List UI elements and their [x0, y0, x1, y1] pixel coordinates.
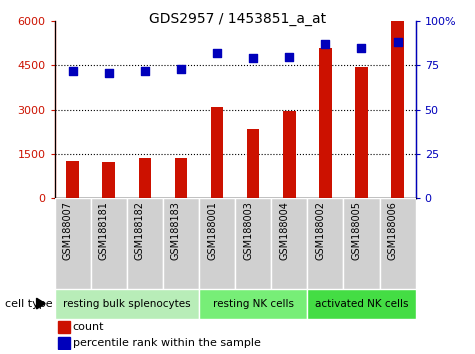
Polygon shape	[37, 298, 45, 309]
Text: resting bulk splenocytes: resting bulk splenocytes	[63, 298, 190, 309]
Bar	[380, 198, 416, 289]
Bar	[211, 107, 223, 198]
Bar	[391, 21, 404, 198]
Bar	[103, 162, 115, 198]
Text: GSM188006: GSM188006	[388, 201, 398, 260]
Text: GSM188003: GSM188003	[243, 201, 253, 260]
Bar	[355, 67, 368, 198]
Bar	[307, 289, 416, 319]
Bar	[271, 198, 307, 289]
Bar	[66, 161, 79, 198]
Text: GSM188182: GSM188182	[135, 201, 145, 260]
Bar	[91, 198, 127, 289]
Point	[105, 70, 113, 75]
Point	[322, 41, 329, 47]
Bar	[247, 129, 259, 198]
Point	[141, 68, 149, 74]
Bar	[55, 289, 199, 319]
Text: GSM188183: GSM188183	[171, 201, 181, 260]
Text: GSM188007: GSM188007	[63, 201, 73, 260]
Bar	[127, 198, 163, 289]
Text: cell type: cell type	[5, 298, 52, 309]
Bar	[235, 198, 271, 289]
Text: GSM188181: GSM188181	[99, 201, 109, 260]
Text: percentile rank within the sample: percentile rank within the sample	[73, 338, 261, 348]
Bar	[307, 198, 343, 289]
Bar	[139, 158, 151, 198]
Point	[249, 56, 257, 61]
Point	[177, 66, 185, 72]
Text: GSM188001: GSM188001	[207, 201, 217, 260]
Bar	[163, 198, 199, 289]
Point	[213, 50, 221, 56]
Text: count: count	[73, 322, 104, 332]
Text: activated NK cells: activated NK cells	[315, 298, 408, 309]
Text: GDS2957 / 1453851_a_at: GDS2957 / 1453851_a_at	[149, 12, 326, 27]
Text: GSM188002: GSM188002	[315, 201, 325, 260]
Bar	[175, 159, 187, 198]
Point	[394, 40, 401, 45]
Bar	[55, 198, 91, 289]
Text: GSM188005: GSM188005	[352, 201, 361, 260]
Bar	[58, 337, 70, 349]
Bar	[58, 321, 70, 333]
Text: resting NK cells: resting NK cells	[213, 298, 294, 309]
Bar	[199, 289, 307, 319]
Point	[285, 54, 293, 59]
Bar	[199, 198, 235, 289]
Bar	[319, 48, 332, 198]
Text: GSM188004: GSM188004	[279, 201, 289, 260]
Point	[69, 68, 76, 74]
Bar	[343, 198, 380, 289]
Bar	[283, 111, 295, 198]
Point	[358, 45, 365, 51]
